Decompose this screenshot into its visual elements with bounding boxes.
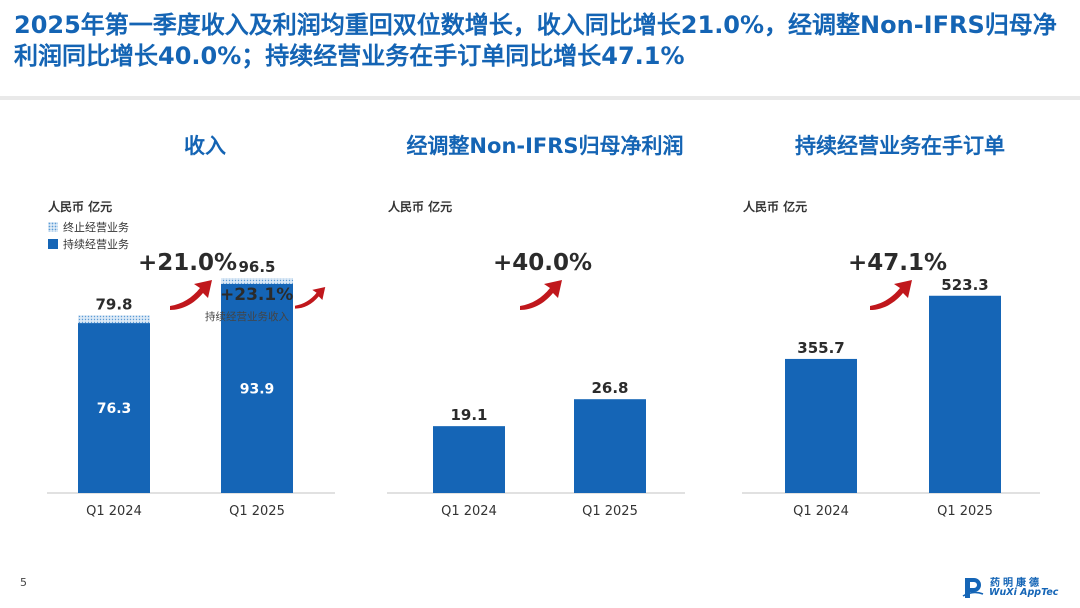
growth-arrow-icon bbox=[520, 280, 562, 310]
bar-1 bbox=[785, 358, 857, 493]
sub-growth-arrow-icon-shape bbox=[295, 287, 326, 309]
backlog-panel: 持续经营业务在手订单 人民币 亿元 355.7 Q1 2024 523.3 Q1 20… bbox=[740, 120, 1060, 540]
bar-2 bbox=[574, 399, 646, 493]
bar-segment-discontinued bbox=[78, 315, 150, 324]
unit-label: 人民币 亿元 bbox=[48, 200, 113, 214]
growth-arrow-icon-shape bbox=[520, 280, 562, 310]
net-profit-panel: 经调整Non-IFRS归母净利润 人民币 亿元 19.1 Q1 2024 26.8 Q… bbox=[385, 120, 705, 540]
headline: 2025年第一季度收入及利润均重回双位数增长，收入同比增长21.0%，经调整No… bbox=[14, 11, 1057, 70]
growth-arrow-icon-shape bbox=[870, 280, 912, 310]
header-divider bbox=[0, 96, 1080, 100]
bar-1 bbox=[433, 426, 505, 493]
hatched-swatch bbox=[48, 221, 58, 232]
solid-swatch bbox=[48, 238, 58, 249]
x-tick-label: Q1 2024 bbox=[793, 504, 849, 519]
continuing-growth-label: 持续经营业务收入 bbox=[205, 311, 289, 323]
legend-label: 持续经营业务 bbox=[63, 237, 129, 251]
page-number: 5 bbox=[20, 576, 27, 589]
backlog-bar-chart: 355.7 Q1 2024 523.3 Q1 2025 bbox=[742, 276, 1040, 519]
bar-2 bbox=[221, 283, 293, 493]
revenue-bar-chart: 76.3 79.8 Q1 2024 93.9 96.5 Q1 2025 bbox=[47, 258, 335, 519]
growth-rate: +21.0% bbox=[138, 250, 238, 276]
bar-1 bbox=[78, 323, 150, 493]
data-label-total: 19.1 bbox=[450, 406, 487, 424]
data-label-continuing: 93.9 bbox=[240, 381, 275, 397]
bar-segment-discontinued bbox=[221, 278, 293, 284]
chart-legend: 终止经营业务 持续经营业务 bbox=[48, 218, 129, 252]
panel-title: 经调整Non-IFRS归母净利润 bbox=[406, 134, 684, 158]
panel-title: 持续经营业务在手订单 bbox=[795, 134, 1005, 158]
wuxi-apptec-logo: 药明康德 WuXi AppTec bbox=[962, 574, 1070, 602]
unit-label: 人民币 亿元 bbox=[388, 200, 453, 214]
growth-rate: +47.1% bbox=[848, 250, 948, 276]
data-label-total: 79.8 bbox=[95, 295, 132, 313]
legend-item-discontinued: 终止经营业务 bbox=[48, 218, 129, 235]
logo-mark-icon bbox=[962, 578, 984, 598]
growth-rate: +40.0% bbox=[493, 250, 593, 276]
revenue-panel: 收入 人民币 亿元 终止经营业务 持续经营业务 76.3 79.8 Q1 2024 9… bbox=[45, 120, 365, 540]
legend-item-continuing: 持续经营业务 bbox=[48, 235, 129, 252]
growth-arrow-icon bbox=[870, 280, 912, 310]
logo-chinese-text: 药明康德 bbox=[990, 578, 1042, 589]
data-label-total: 523.3 bbox=[941, 276, 988, 294]
continuing-growth-rate: +23.1% bbox=[220, 285, 294, 305]
data-label-total: 26.8 bbox=[591, 379, 628, 397]
net-profit-bar-chart: 19.1 Q1 2024 26.8 Q1 2025 bbox=[387, 280, 685, 519]
data-label-continuing: 76.3 bbox=[97, 401, 132, 417]
legend-label: 终止经营业务 bbox=[63, 220, 129, 234]
growth-arrow-icon-shape bbox=[170, 280, 212, 310]
unit-label: 人民币 亿元 bbox=[743, 200, 808, 214]
growth-arrow-icon bbox=[170, 280, 212, 310]
x-tick-label: Q1 2024 bbox=[86, 504, 142, 519]
x-tick-label: Q1 2025 bbox=[582, 504, 638, 519]
panel-title: 收入 bbox=[184, 134, 226, 158]
data-label-total: 355.7 bbox=[797, 339, 844, 357]
logo-english-text: WuXi AppTec bbox=[989, 587, 1059, 598]
sub-growth-arrow-icon bbox=[295, 287, 326, 309]
data-label-total: 96.5 bbox=[238, 258, 275, 276]
x-tick-label: Q1 2025 bbox=[937, 504, 993, 519]
x-tick-label: Q1 2025 bbox=[229, 504, 285, 519]
x-tick-label: Q1 2024 bbox=[441, 504, 497, 519]
bar-2 bbox=[929, 295, 1001, 493]
